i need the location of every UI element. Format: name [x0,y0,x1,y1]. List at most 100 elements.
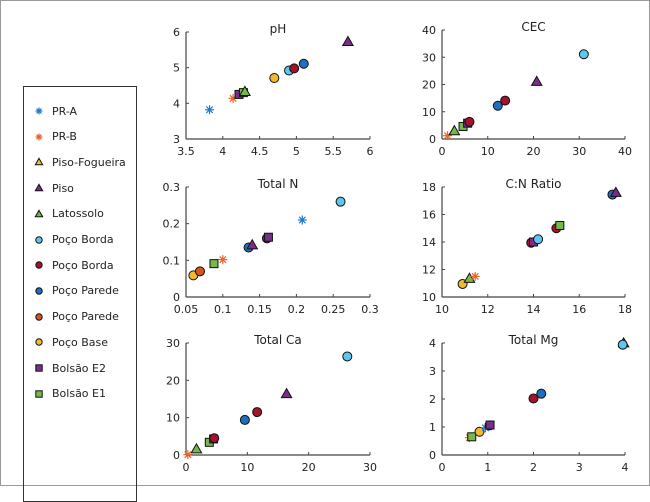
y-tick-label: 20 [422,79,436,92]
data-point [341,35,354,47]
legend-label: Poço Borda [52,258,114,272]
data-point [297,215,307,225]
data-point [298,58,309,69]
legend-item: PR-B [24,130,77,144]
legend: PR-A PR-B Piso-Fogueira Piso Latossolo Poço B… [23,86,137,502]
data-point [463,272,476,283]
y-tick-label: 10 [166,412,180,425]
y-tick-label: 5 [173,62,180,75]
y-tick-label: 40 [422,24,436,37]
x-tick-label: 4 [622,461,629,474]
legend-marker [35,287,43,295]
y-tick-label: 0 [429,449,436,462]
x-tick-label: 3 [576,461,583,474]
data-point [500,95,511,106]
data-point [205,105,215,115]
panel-total-mg: 0 1 2 3 4 0 1 2 3 4 Total Mg [429,333,630,474]
y-tick-label: 3 [173,133,180,146]
x-tick-label: 0 [439,461,446,474]
legend-label: Poço Borda [52,233,114,246]
triangle-marker-icon [34,183,44,192]
legend-item: Poço Borda [24,233,114,247]
data-point [467,432,477,442]
y-tick-label: 0.3 [163,181,181,194]
triangle-marker-icon [34,209,44,218]
legend-item: Poço Parede [24,310,119,324]
data-point [617,339,628,350]
data-point [609,186,622,197]
data-point [218,255,228,265]
y-tick-label: 1 [429,421,436,434]
x-tick-label: 4 [219,145,226,158]
y-tick-label: 16 [422,209,436,222]
data-point [533,234,544,245]
data-point [209,433,220,444]
legend-item: Bolsão E2 [24,361,106,375]
legend-label: Piso-Fogueira [52,155,126,169]
panel-title: pH [270,22,287,36]
circle-marker-icon [35,261,43,269]
x-tick-label: 6 [367,145,374,158]
circle-marker-icon [35,312,43,321]
legend-marker [34,209,44,218]
circle-marker-icon [35,338,43,346]
data-point [252,407,263,418]
x-tick-label: 1 [484,461,491,474]
data-point [528,393,539,404]
x-tick-label: 0.15 [247,303,272,316]
y-tick-label: 6 [173,26,180,39]
x-tick-label: 2 [530,461,537,474]
legend-marker [35,261,43,269]
y-tick-label: 4 [429,337,436,350]
legend-marker [34,157,44,166]
panel-title: Total Mg [508,333,559,347]
data-point [474,426,485,437]
legend-marker [35,338,43,346]
data-point [448,124,461,136]
x-tick-label: 4.5 [251,145,269,158]
x-tick-label: 14 [527,303,541,316]
legend-label: Poço Base [52,335,109,349]
data-point [190,442,203,454]
x-tick-label: 16 [572,303,586,316]
x-tick-label: 40 [618,145,632,158]
data-point [578,49,589,60]
legend-marker [35,312,43,321]
legend-item: Poço Borda [24,258,114,272]
panel-c-n-ratio: 10 12 14 16 18 10 12 14 16 18 C:N Ratio [422,177,632,316]
data-point [485,420,495,430]
x-tick-label: 0 [439,145,446,158]
y-tick-label: 20 [166,374,180,387]
x-tick-label: 20 [302,461,316,474]
x-tick-label: 5 [293,145,300,158]
legend-item: Piso [24,181,74,195]
legend-item: Piso-Fogueira [24,155,126,169]
x-tick-label: 30 [363,461,377,474]
legend-item: PR-A [24,104,77,118]
circle-marker-icon [35,287,43,295]
x-tick-label: 20 [527,145,541,158]
legend-marker [35,389,43,398]
y-tick-label: 4 [173,97,180,110]
y-tick-label: 0 [173,291,180,304]
x-tick-label: 0.05 [174,303,199,316]
legend-item: Bolsão E1 [24,387,106,401]
legend-label: PR-A [52,104,78,118]
x-tick-label: 10 [435,303,449,316]
legend-marker [35,364,43,372]
x-tick-label: 0.1 [214,303,232,316]
legend-marker [35,133,43,141]
data-point [342,351,353,362]
data-point [269,73,280,84]
legend-item: Poço Base [24,335,108,349]
data-point [464,116,475,127]
data-point [492,100,503,111]
data-point [536,388,547,399]
x-tick-label: 0.2 [288,303,306,316]
y-tick-label: 2 [429,393,436,406]
data-point [280,387,293,399]
triangle-marker-icon [34,157,44,166]
y-tick-label: 3 [429,365,436,378]
legend-marker [35,107,43,115]
